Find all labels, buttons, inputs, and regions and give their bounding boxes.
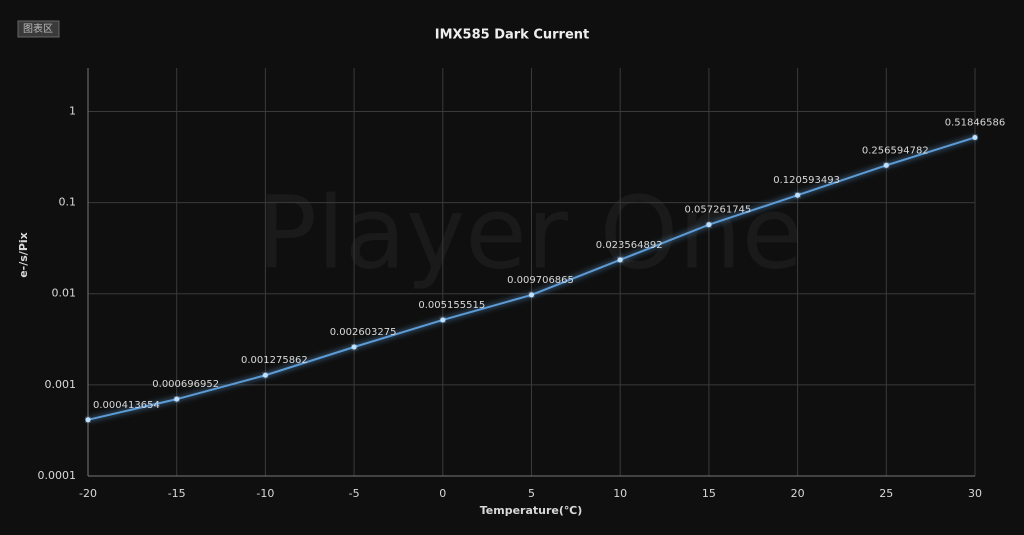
data-label: 0.057261745 [684,205,751,216]
data-point [440,317,446,323]
badge: 图表区 [23,22,53,35]
x-tick-label: 5 [528,487,535,500]
x-tick-label: 0 [439,487,446,500]
data-label: 0.023564892 [596,240,663,251]
x-tick-label: -5 [349,487,360,500]
data-point [883,162,889,168]
x-tick-label: 25 [879,487,893,500]
x-tick-label: 20 [791,487,805,500]
data-point [795,192,801,198]
data-label: 0.000413654 [93,400,160,411]
data-point [617,257,623,263]
watermark: Player One [257,174,804,291]
data-point [972,134,978,140]
data-label: 0.009706865 [507,275,574,286]
x-axis-title: Temperature(℃) [480,504,583,517]
data-label: 0.256594782 [862,145,929,156]
chart-title: IMX585 Dark Current [435,28,590,43]
x-tick-label: 15 [702,487,716,500]
data-label: 0.51846586 [945,117,1005,128]
data-point [529,292,534,298]
badge-box [17,20,60,38]
data-point [351,344,357,350]
x-tick-label: -15 [168,487,186,500]
data-point [262,372,268,378]
y-tick-label: 0.01 [52,287,77,300]
data-point [706,222,712,228]
data-label: 0.002603275 [330,327,397,338]
y-tick-label: 0.0001 [38,469,77,482]
data-point [85,417,91,423]
y-tick-label: 1 [69,104,76,117]
data-point [174,396,180,402]
y-tick-label: 0.1 [59,196,77,209]
y-axis-title: e-/s/Pix [17,232,30,278]
data-label: 0.000696952 [152,379,219,390]
data-label: 0.120593493 [773,175,840,186]
x-tick-label: 30 [968,487,982,500]
x-tick-label: 10 [613,487,627,500]
data-label: 0.001275862 [241,355,308,366]
y-tick-label: 0.001 [45,378,77,391]
x-tick-label: -10 [256,487,274,500]
data-label: 0.005155515 [418,300,485,311]
x-tick-label: -20 [79,487,97,500]
